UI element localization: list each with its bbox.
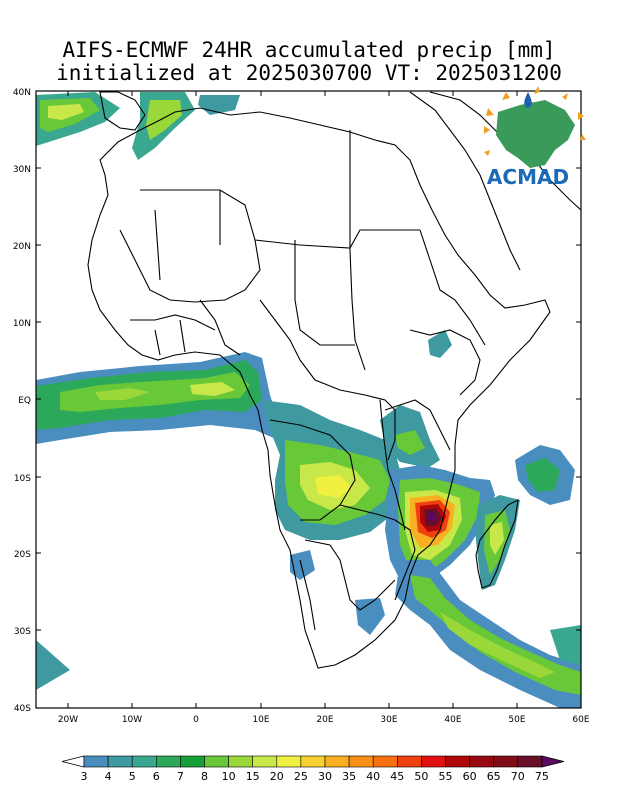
colorbar-level-label: 6 [153,770,160,783]
colorbar-level-label: 30 [318,770,332,783]
colorbar-over-triangle [541,755,564,768]
lon-label: 50E [508,715,525,725]
colorbar-swatch [517,755,543,768]
colorbar-swatch [228,755,254,768]
colorbar-level-label: 40 [366,770,380,783]
colorbar-level-label: 50 [414,770,428,783]
colorbar-swatch [276,755,302,768]
colorbar-swatch [469,755,495,768]
latitude-ticks [36,167,581,631]
longitude-ticks [67,91,518,708]
colorbar-swatch [324,755,350,768]
colorbar-swatch [204,755,229,768]
lon-label: 40E [444,715,461,725]
colorbar-swatch [83,755,109,768]
colorbar-swatch [421,755,446,768]
colorbar-swatch [493,755,519,768]
lon-label: 10E [252,715,269,725]
colorbar-level-label: 65 [487,770,501,783]
colorbar-level-label: 45 [390,770,404,783]
water-drop-icon [524,92,532,108]
lat-label: 20N [13,242,31,252]
colorbar-level-label: 3 [81,770,88,783]
colorbar-swatch [300,755,326,768]
lat-label: EQ [18,396,31,406]
coastlines-borders [87,91,581,669]
lat-label: 20S [14,550,31,560]
lon-label: 20E [316,715,333,725]
colorbar-level-label: 70 [511,770,525,783]
lat-label: 30N [13,165,31,175]
colorbar-swatch [156,755,181,768]
map-plot-area [36,91,581,708]
colorbar-swatch [445,755,470,768]
colorbar-level-label: 60 [463,770,477,783]
lon-label: 60E [572,715,589,725]
colorbar-level-label: 8 [201,770,208,783]
colorbar-swatch [348,755,374,768]
colorbar-level-label: 25 [294,770,308,783]
map-title-line2: initialized at 2025030700 VT: 2025031200 [56,61,562,85]
colorbar: 3 4 5 6 7 8 10 15 20 25 30 35 40 45 50 55 60 65 70 75 [61,755,564,783]
colorbar-swatch [396,755,422,768]
africa-map-logo-icon [496,100,575,168]
colorbar-level-label: 10 [222,770,236,783]
acmad-logo: ACMAD [484,86,586,189]
colorbar-level-label: 75 [535,770,549,783]
colorbar-level-label: 55 [439,770,453,783]
lon-label: 10W [122,715,142,725]
colorbar-level-label: 35 [342,770,356,783]
map-title-line1: AIFS-ECMWF 24HR accumulated precip [mm] [62,38,556,62]
lat-label: 40S [14,704,31,714]
lon-label: 0 [193,715,199,725]
lon-label: 20W [58,715,78,725]
lat-label: 10N [13,319,31,329]
lat-label: 40N [13,88,31,98]
colorbar-level-label: 20 [270,770,284,783]
acmad-logo-text: ACMAD [487,165,569,189]
colorbar-level-label: 4 [105,770,112,783]
colorbar-swatch [372,755,398,768]
colorbar-swatch [252,755,278,768]
lon-label: 30E [380,715,397,725]
lat-label: 10S [14,474,31,484]
colorbar-swatch [131,755,157,768]
colorbar-swatch [180,755,205,768]
colorbar-under-triangle [61,755,85,768]
lat-label: 30S [14,627,31,637]
latitude-labels: 40N 30N 20N 10N EQ 10S 20S 30S 40S [13,88,31,714]
colorbar-level-label: 7 [177,770,184,783]
logo-sun-rays [484,86,586,156]
colorbar-level-label: 5 [129,770,136,783]
longitude-labels: 20W 10W 0 10E 20E 30E 40E 50E 60E [58,715,590,725]
colorbar-swatch [107,755,133,768]
colorbar-level-label: 15 [246,770,260,783]
